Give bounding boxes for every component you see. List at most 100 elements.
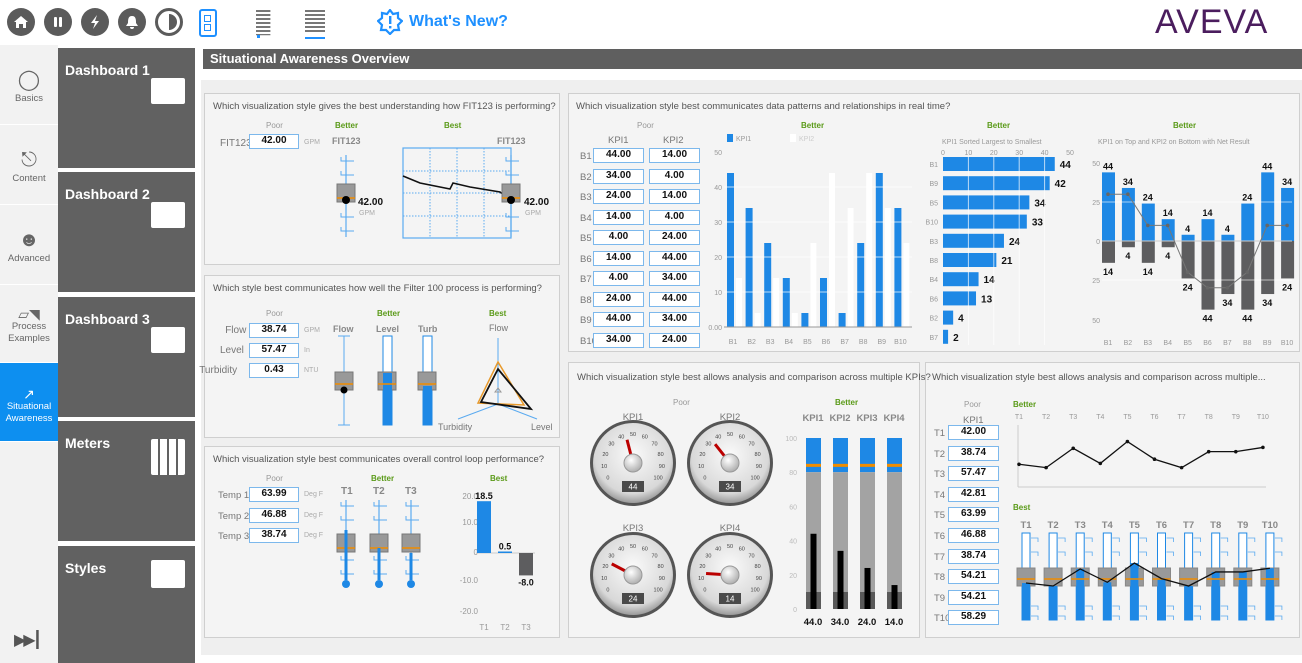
tile-label: Meters: [65, 435, 111, 451]
tile-meters[interactable]: Meters: [58, 421, 195, 541]
process-icon: ▱◥: [18, 306, 40, 322]
value-field[interactable]: 42.00: [948, 425, 999, 440]
value-field[interactable]: 38.74: [948, 445, 999, 461]
row-label: B7: [580, 274, 592, 285]
question-kpis: Which visualization style best allows an…: [577, 372, 931, 383]
value-field[interactable]: 38.74: [249, 528, 299, 543]
nav-item-process-examples[interactable]: ▱◥ Process Examples: [0, 285, 58, 363]
kpi2-field[interactable]: 34.00: [649, 271, 700, 286]
label-poor: Poor: [266, 309, 283, 318]
fit123-label: FIT123: [220, 138, 252, 149]
label-best: Best: [1013, 503, 1031, 512]
value-field[interactable]: 57.47: [948, 466, 999, 482]
kpi1-field[interactable]: 24.00: [593, 291, 644, 307]
bell-icon[interactable]: [118, 8, 146, 36]
fit123-trend-value: 42.00: [524, 197, 550, 208]
value-field[interactable]: 63.99: [249, 487, 299, 502]
tile-styles[interactable]: Styles: [58, 546, 195, 663]
fast-forward-icon[interactable]: ▶▶┃: [14, 632, 42, 649]
kpi1-field[interactable]: 44.00: [593, 312, 644, 327]
kpi2-field[interactable]: 4.00: [649, 209, 700, 225]
kpi1-field[interactable]: 24.00: [593, 189, 644, 204]
value-field[interactable]: 63.99: [948, 507, 999, 523]
label-best: Best: [444, 121, 462, 130]
value-field[interactable]: 38.74: [948, 548, 999, 564]
kpi2-field[interactable]: 14.00: [649, 189, 700, 204]
unit-label: Deg F: [304, 511, 324, 519]
bar-label-flow: Flow: [333, 324, 354, 334]
whats-new-button[interactable]: What's New?: [377, 8, 508, 36]
tile-dashboard-1[interactable]: Dashboard 1: [58, 48, 195, 168]
kpi1-field[interactable]: 44.00: [593, 148, 644, 163]
kpi2-field[interactable]: 44.00: [649, 291, 700, 307]
label-better: Better: [377, 309, 401, 318]
row-label: B2: [580, 171, 592, 183]
value-field[interactable]: 58.29: [948, 610, 999, 626]
value-field[interactable]: 57.47: [249, 343, 299, 358]
dashboard-gear-icon: [151, 327, 185, 353]
row-label: T8: [934, 572, 946, 584]
tank-label: T2: [373, 486, 385, 497]
page-title: Situational Awareness Overview: [210, 51, 410, 66]
fit123-unit: GPM: [304, 139, 320, 146]
nav-item-content[interactable]: ⎋ Content: [0, 125, 58, 205]
kpi1-field[interactable]: 34.00: [593, 332, 644, 348]
kpi1-field[interactable]: 34.00: [593, 168, 644, 184]
lightbulb-icon: ◯: [17, 69, 41, 91]
row-label: B3: [580, 192, 592, 203]
fit123-value-field[interactable]: 42.00: [249, 134, 299, 149]
lightning-icon[interactable]: [81, 8, 109, 36]
layout-icon[interactable]: [199, 9, 217, 37]
aveva-logo: AVEVA: [1155, 3, 1269, 41]
value-field[interactable]: 38.74: [249, 323, 299, 338]
fit123-trend-unit: GPM: [525, 210, 541, 217]
kpi2-field[interactable]: 34.00: [649, 312, 700, 327]
user-tablet-icon: ☻: [18, 229, 40, 251]
row-label: B4: [580, 212, 592, 224]
kpi1-field[interactable]: 14.00: [593, 209, 644, 225]
tile-label: Dashboard 2: [65, 186, 150, 202]
nav-item-situational-awareness[interactable]: ↗ Situational Awareness: [0, 363, 58, 442]
home-icon[interactable]: [7, 8, 35, 36]
kpi2-field[interactable]: 14.00: [649, 148, 700, 163]
kpi2-field[interactable]: 24.00: [649, 230, 700, 245]
label-poor: Poor: [266, 121, 283, 130]
question-filter: Which style best communicates how well t…: [213, 283, 542, 294]
nav-item-advanced[interactable]: ☻ Advanced: [0, 205, 58, 285]
pause-icon[interactable]: [44, 8, 72, 36]
label-better: Better: [801, 121, 825, 130]
list-align-icon[interactable]: [305, 10, 325, 34]
unit-label: NTU: [304, 367, 319, 374]
col-header-kpi2: KPI2: [663, 135, 684, 146]
value-field[interactable]: 54.21: [948, 569, 999, 585]
value-field[interactable]: 54.21: [948, 589, 999, 605]
label-better: Better: [1173, 121, 1197, 130]
monitor-icon: [151, 560, 185, 588]
tile-dashboard-3[interactable]: Dashboard 3: [58, 297, 195, 417]
contrast-icon[interactable]: [155, 8, 183, 36]
tank-label: T3: [405, 486, 417, 497]
nav-item-basics[interactable]: ◯ Basics: [0, 45, 58, 125]
label-poor: Poor: [964, 400, 981, 409]
list-left-icon[interactable]: [256, 10, 271, 36]
kpi2-field[interactable]: 4.00: [649, 168, 700, 184]
tank-label: T1: [341, 486, 353, 497]
value-field[interactable]: 42.81: [948, 486, 999, 502]
kpi2-field[interactable]: 44.00: [649, 250, 700, 266]
value-field[interactable]: 46.88: [948, 528, 999, 543]
value-field[interactable]: 0.43: [249, 363, 299, 378]
kpi1-field[interactable]: 14.00: [593, 250, 644, 266]
row-label: T10: [934, 613, 951, 625]
row-label: Temp 1: [218, 490, 250, 501]
row-label: Flow: [225, 325, 247, 336]
unit-label: In: [304, 347, 310, 354]
value-field[interactable]: 46.88: [249, 507, 299, 523]
label-better: Better: [371, 474, 395, 483]
row-label: T1: [934, 428, 946, 439]
kpi2-field[interactable]: 24.00: [649, 332, 700, 348]
kpi1-field[interactable]: 4.00: [593, 230, 644, 245]
tile-dashboard-2[interactable]: Dashboard 2: [58, 172, 195, 292]
row-label: Level: [220, 345, 244, 356]
kpi1-field[interactable]: 4.00: [593, 271, 644, 286]
row-label: B6: [580, 253, 592, 265]
